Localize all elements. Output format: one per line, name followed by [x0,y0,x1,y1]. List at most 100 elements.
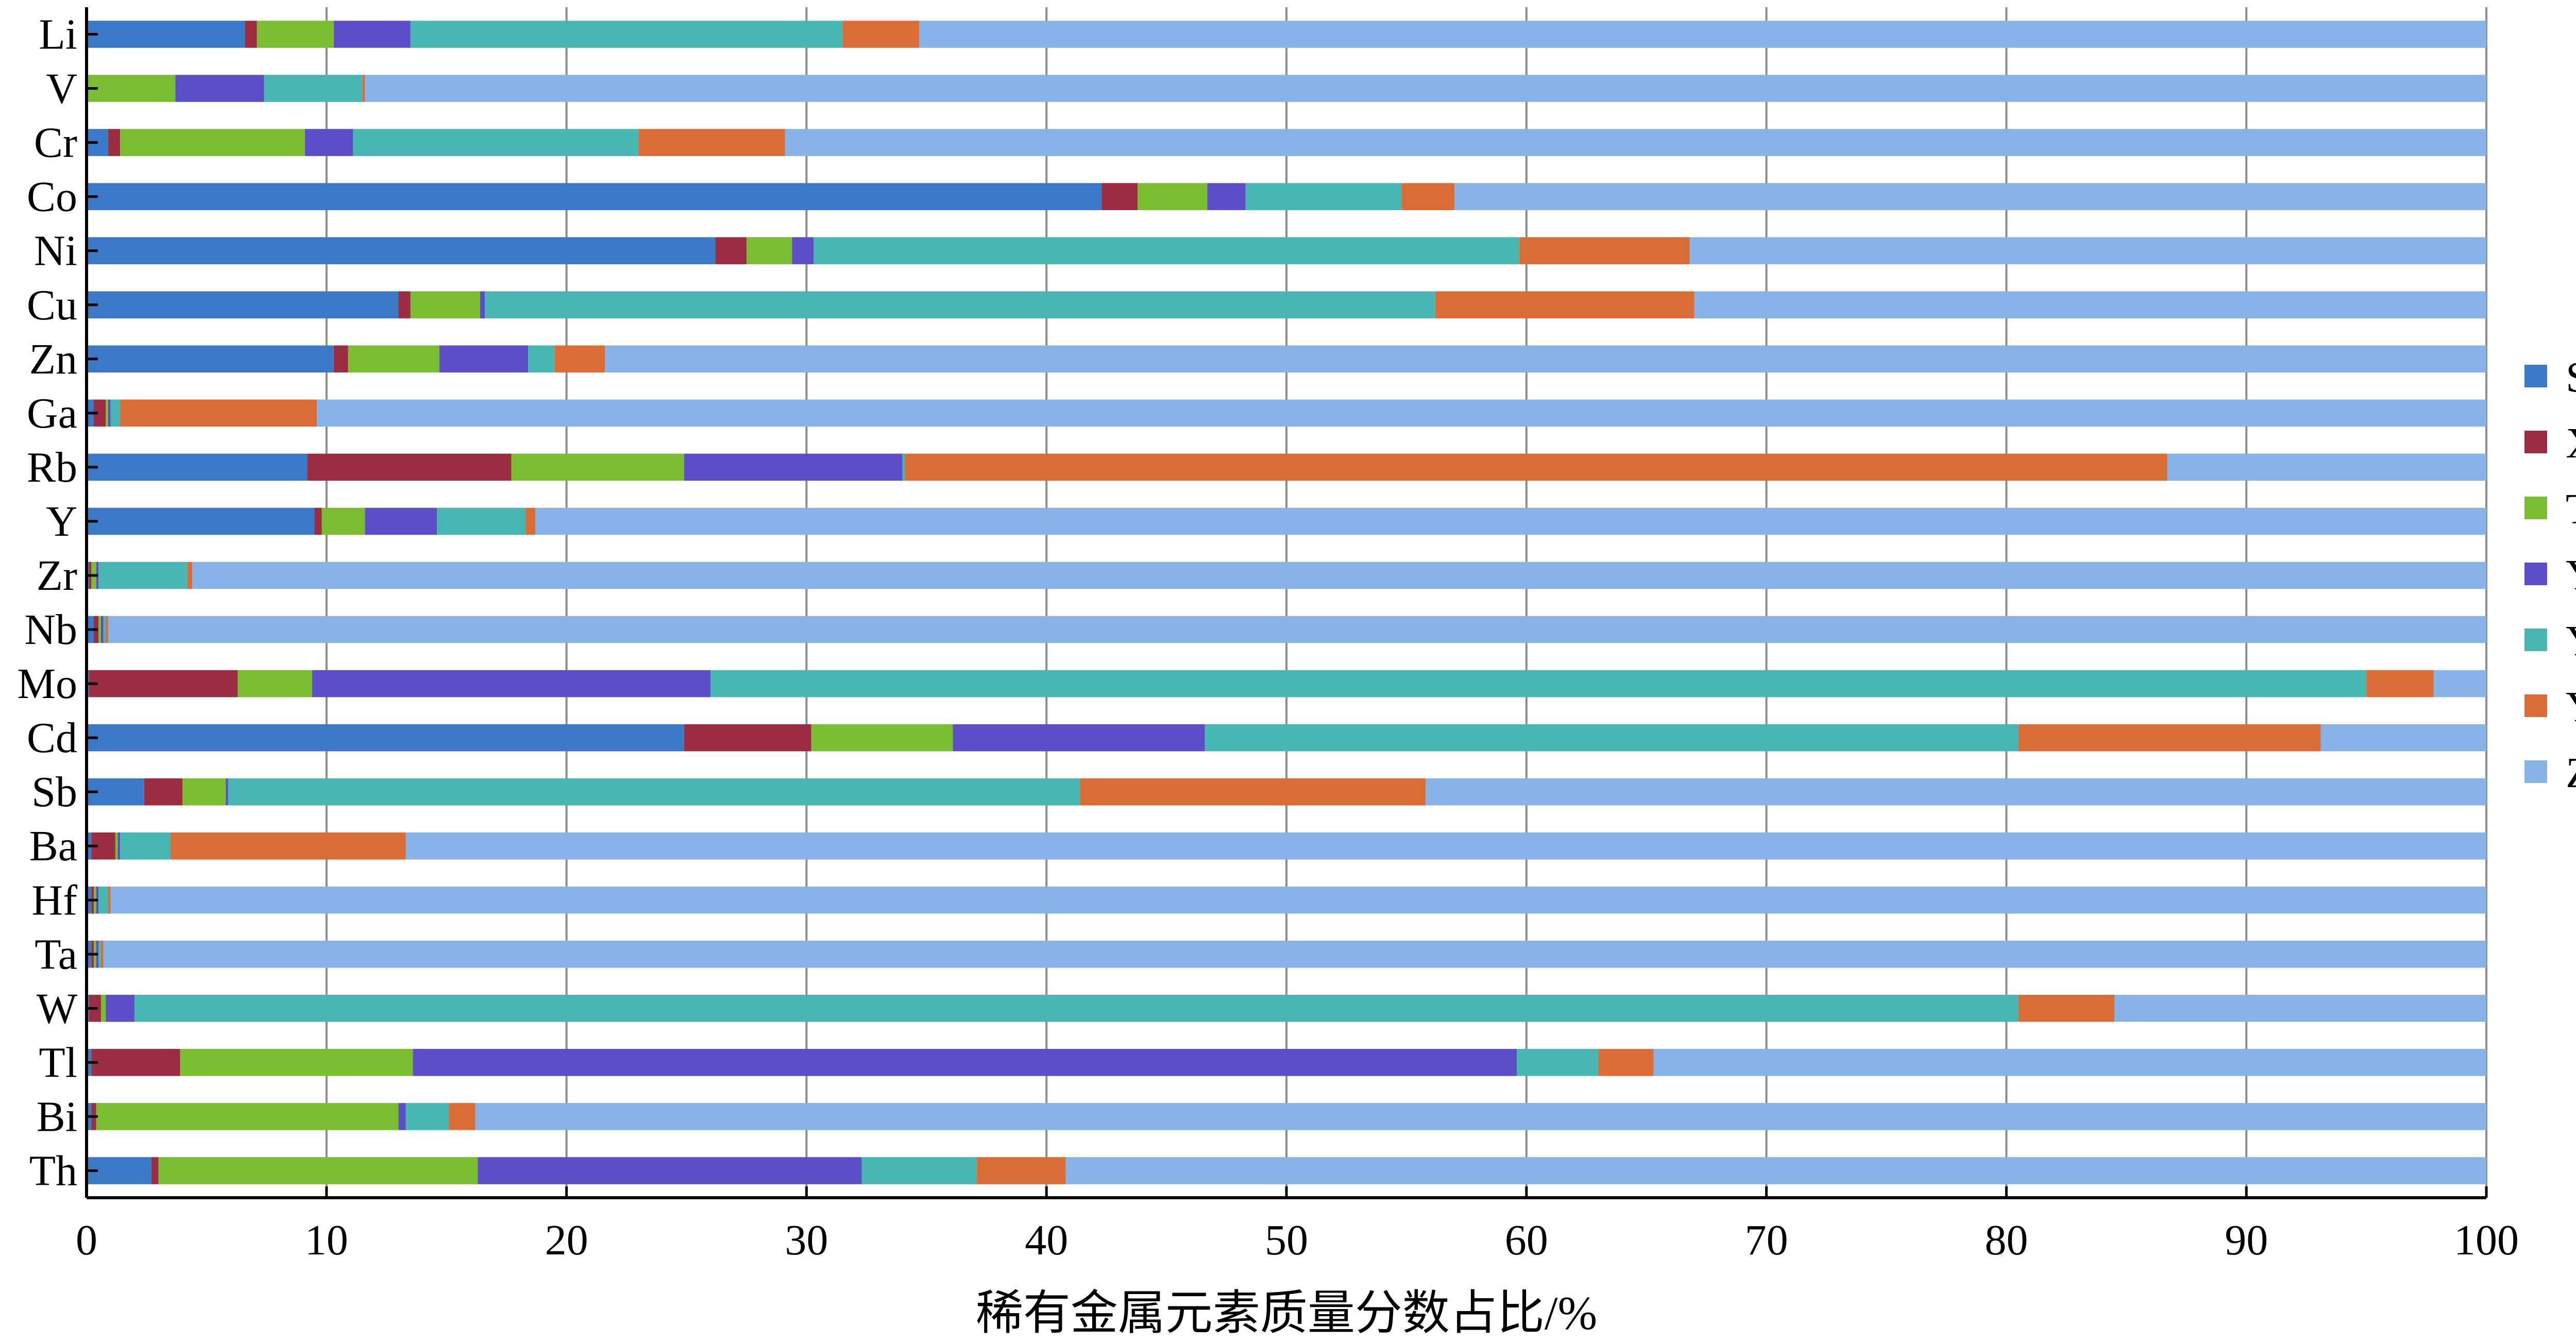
bar-V-YJ2 [362,75,365,102]
bar-Ta-YJ2 [100,941,104,968]
bar-Cu-ZK1 [1694,291,2486,319]
bar-Mo-T [238,670,312,698]
category-label-Ba: Ba [29,822,77,870]
bar-Nb-ZK1 [108,616,2487,643]
bar-Y-YJ2 [526,507,536,535]
bar-Tl-X [91,1049,180,1076]
bar-Ba-T [115,832,118,860]
category-label-Mo: Mo [17,660,77,708]
bar-Co-T [1138,183,1208,210]
bar-Y-S [87,507,315,535]
bar-Y-X [314,507,322,535]
bar-Zr-YJ1 [98,562,188,589]
bar-W-T [100,995,106,1022]
bar-Th-YJ2 [977,1157,1066,1184]
bar-Ga-T [106,399,108,427]
bar-Rb-YJ1 [902,453,905,481]
category-label-W: W [37,984,78,1032]
legend-label-YJ1: YJ1 [2566,617,2576,665]
bar-Co-YJ1 [1245,183,1402,210]
bar-Nb-YJ2 [106,616,108,643]
bar-Ta-YJ1 [98,941,101,968]
category-label-Ni: Ni [34,227,77,275]
bar-Nb-YJ1 [103,616,106,643]
bar-Y-ZK1 [535,507,2487,535]
bar-Hf-YJ2 [108,886,111,914]
bar-Rb-T [511,453,684,481]
legend-swatch-YJ1 [2524,628,2547,651]
bar-Ba-YJ2 [171,832,406,860]
bar-Zr-ZK1 [192,562,2486,589]
bar-Zn-YJ2 [554,345,605,373]
category-label-Co: Co [27,173,77,221]
bar-Cu-YJ1 [485,291,1435,319]
bar-Ba-YJ1 [120,832,171,860]
legend-label-S: S [2566,353,2576,401]
bar-Zn-S [87,345,334,373]
bar-V-YJ1 [264,75,363,102]
bar-Bi-YJ2 [449,1103,476,1130]
bar-Sb-X [144,778,183,806]
bar-Li-S [87,21,245,48]
bar-W-ZK1 [2114,995,2486,1022]
x-tick-label-20: 20 [545,1216,588,1264]
category-label-Zn: Zn [29,335,77,383]
bar-Ni-YJ1 [814,237,1519,264]
bar-Y-YJ1 [437,507,526,535]
category-label-Ta: Ta [35,930,77,978]
bar-Th-ZK1 [1065,1157,2486,1184]
bar-Sb-YJ1 [228,778,1080,806]
bar-Ni-T [746,237,792,264]
bar-Sb-YJ2 [1080,778,1426,806]
bar-Cd-T [811,724,953,752]
bar-Cr-T [120,129,305,156]
bar-Li-ZK1 [919,21,2486,48]
legend-swatch-T [2524,497,2547,519]
bar-Li-X [245,21,257,48]
x-tick-label-100: 100 [2454,1216,2519,1264]
bar-Li-T [257,21,334,48]
x-tick-label-10: 10 [305,1216,348,1264]
legend-label-Y: Y [2566,551,2576,599]
bar-Cu-Y [480,291,485,319]
bar-Sb-ZK1 [1426,778,2486,806]
x-tick-label-80: 80 [1985,1216,2028,1264]
category-label-Y: Y [46,498,77,546]
legend-label-ZK1: ZK1 [2566,749,2576,797]
bar-Co-ZK1 [1454,183,2486,210]
category-label-Hf: Hf [31,876,77,924]
legend-swatch-Y [2524,563,2547,585]
legend-label-X: X [2566,419,2576,467]
legend-swatch-S [2524,365,2547,387]
bar-Co-Y [1207,183,1246,210]
x-tick-label-90: 90 [2225,1216,2268,1264]
bar-Co-X [1101,183,1138,210]
bar-Ba-ZK1 [405,832,2487,860]
bar-Bi-T [96,1103,399,1130]
bar-Ga-YJ2 [120,399,317,427]
category-label-Ga: Ga [27,389,77,437]
bar-Co-S [87,183,1102,210]
x-tick-label-30: 30 [785,1216,828,1264]
bar-Cd-Y [953,724,1205,752]
bar-Mo-ZK1 [2433,670,2486,698]
bar-Li-Y [333,21,411,48]
bar-Hf-YJ1 [98,886,108,914]
bar-Tl-Y [413,1049,1517,1076]
bar-Ni-ZK1 [1689,237,2486,264]
bar-Ni-S [87,237,716,264]
bar-Cu-T [410,291,480,319]
axes: Li V Cr Co Ni Cu Zn Ga Rb Y Zr Nb Mo Cd Sb Ba Hf Ta W Tl Bi T… [17,7,2519,1264]
bar-Th-YJ1 [861,1157,977,1184]
bar-Mo-Y [312,670,711,698]
bar-Cd-YJ2 [2018,724,2321,752]
bar-V-T [87,75,176,102]
category-label-V: V [46,65,77,113]
bar-Ga-X [93,399,106,427]
bar-Ni-Y [792,237,814,264]
bar-Cd-YJ1 [1205,724,2019,752]
bar-Li-YJ2 [842,21,920,48]
bar-Mo-YJ2 [2366,670,2434,698]
category-label-Cu: Cu [27,281,77,329]
bar-Cd-S [87,724,684,752]
